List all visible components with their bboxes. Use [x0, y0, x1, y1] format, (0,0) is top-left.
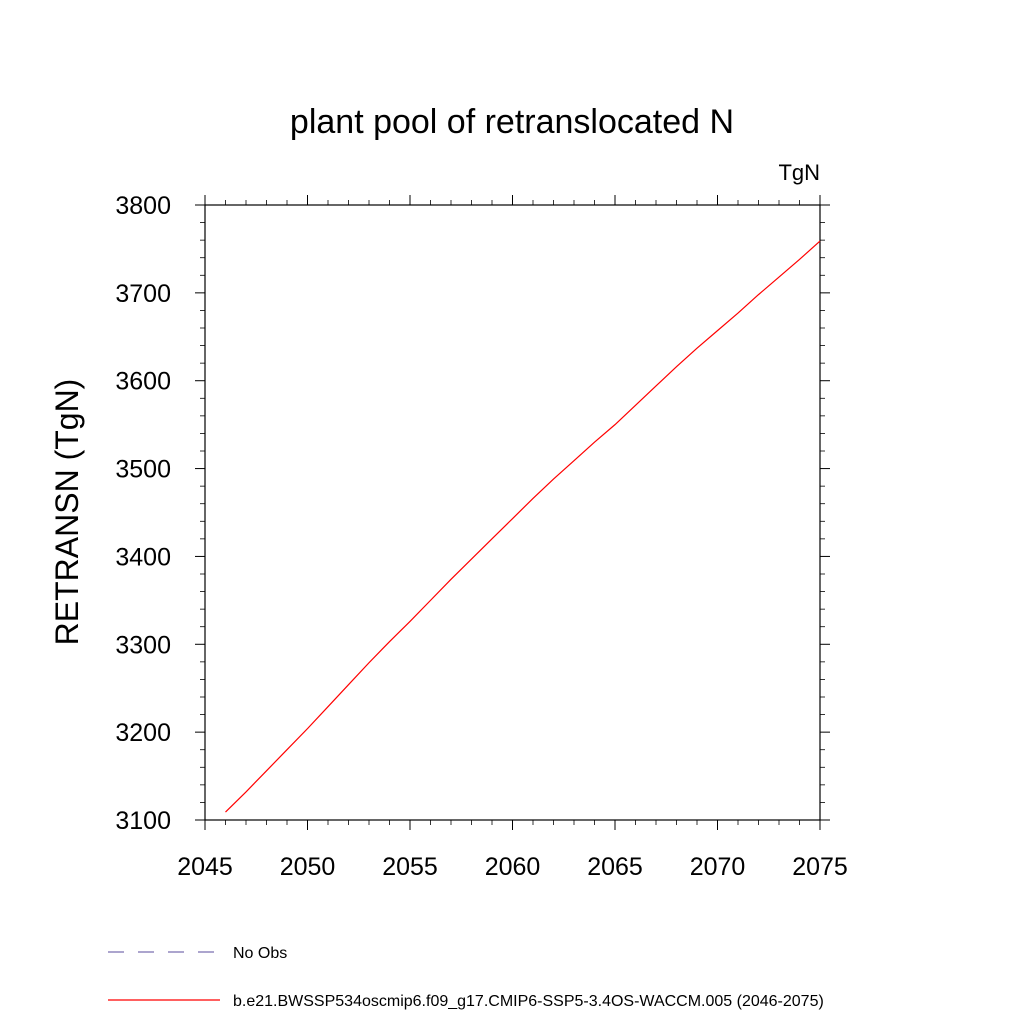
legend-label-0: No Obs — [233, 945, 287, 962]
x-tick-label: 2055 — [382, 853, 438, 881]
tick-labels: 2045 2050 2055 2060 2065 2070 2075 3100 3200 3300… — [115, 192, 847, 881]
x-tick-label: 2070 — [690, 853, 746, 881]
legend-label-1: b.e21.BWSSP534oscmip6.f09_g17.CMIP6-SSP5… — [233, 993, 824, 1010]
series-line-1 — [225, 240, 821, 813]
x-tick-label: 2065 — [587, 853, 643, 881]
y-tick-label: 3600 — [115, 368, 171, 396]
y-axis-label: RETRANSN (TgN) — [49, 379, 85, 646]
plot-frame — [204, 204, 821, 821]
series-lines — [225, 240, 821, 813]
y-tick-label: 3400 — [115, 543, 171, 571]
units-label: TgN — [778, 160, 820, 185]
y-tick-label: 3200 — [115, 719, 171, 747]
y-tick-label: 3300 — [115, 631, 171, 659]
axis-ticks — [195, 195, 830, 830]
y-tick-label: 3500 — [115, 456, 171, 484]
x-tick-label: 2060 — [485, 853, 541, 881]
x-tick-label: 2045 — [177, 853, 233, 881]
x-tick-label: 2075 — [792, 853, 848, 881]
chart-title: plant pool of retranslocated N — [290, 103, 734, 141]
y-tick-label: 3700 — [115, 280, 171, 308]
y-tick-label: 3100 — [115, 807, 171, 835]
x-tick-label: 2050 — [280, 853, 336, 881]
legend: No Obs b.e21.BWSSP534oscmip6.f09_g17.CMIP… — [108, 945, 824, 1010]
y-tick-label: 3800 — [115, 192, 171, 220]
